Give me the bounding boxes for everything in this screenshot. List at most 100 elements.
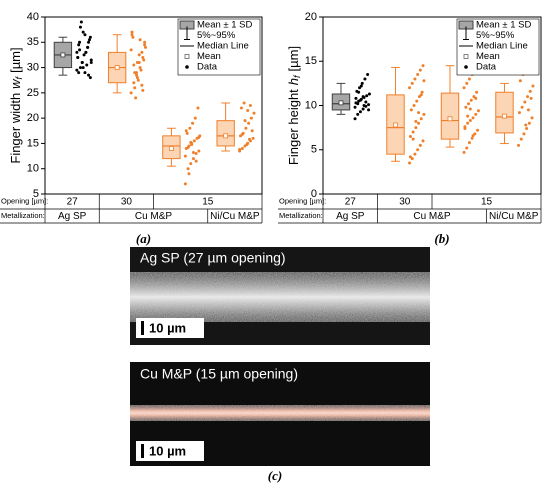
data-point [192,139,196,143]
data-point [129,91,133,95]
y-tick-label: 40 [27,11,39,23]
y-label-sub: f [14,75,24,79]
scale-bar [141,444,144,458]
data-point [79,20,83,24]
data-point [471,116,475,120]
data-point [242,101,246,105]
data-point [77,71,81,75]
data-point [522,132,526,136]
data-point [88,76,92,80]
data-point [414,126,418,130]
data-point [246,109,250,113]
data-point [526,95,530,99]
data-point [197,149,201,153]
data-point [410,81,414,85]
data-point [130,33,134,37]
legend-icon [185,65,189,69]
data-point [466,114,470,118]
category-label: Ag SP [336,211,365,222]
y-tick-label: 10 [305,99,317,111]
mean [60,52,66,58]
data-point [144,45,148,49]
y-tick-label: 5 [311,144,317,156]
category-label: 15 [481,197,493,208]
data-point [357,90,361,94]
data-point [419,117,423,121]
data-point [415,99,419,103]
box [440,92,460,140]
data-point [367,92,371,96]
data-point [133,86,137,90]
data-point [141,55,145,59]
data-point [420,90,424,94]
data-point [418,68,422,72]
caption: Ag SP (27 µm opening) [140,250,286,266]
scale-label: 10 µm [149,320,186,335]
legend-label: 5%~95% [476,30,515,41]
data-point [361,95,365,99]
data-point [526,108,530,112]
data-point [409,108,413,112]
data-point [135,76,139,80]
scale-box [136,318,204,338]
finger-ag [130,272,430,322]
data-point [140,50,144,54]
data-point [142,58,146,62]
data-point [187,172,191,176]
data-point [362,104,366,107]
data-point [188,126,192,130]
data-point [467,141,471,145]
data-point [353,117,357,121]
data-point [245,142,249,146]
box [495,91,514,134]
data-point [360,81,364,85]
data-point [143,40,147,44]
y-tick-label: 15 [305,55,317,67]
data-point [87,73,91,77]
data-point [186,167,190,171]
mean [393,122,398,128]
category-label: 27 [67,197,79,208]
row-header: Metallization: [1,211,45,220]
y-tick-label: 30 [27,61,39,73]
category-label: 30 [121,197,133,208]
data-point [143,43,147,47]
panel-label: (b) [434,231,449,246]
data-point [89,61,93,65]
legend-label: Mean ± 1 SD [476,20,532,31]
data-point [131,35,135,39]
data-point [422,112,426,116]
y-tick-label: 25 [27,87,39,99]
data-point [529,96,533,100]
data-point [358,110,362,114]
data-point [413,152,417,156]
data-point [197,135,201,139]
data-point [524,123,528,127]
data-point [87,40,91,44]
data-point [77,43,81,47]
data-point [354,96,358,100]
data-point [468,119,472,123]
category-label: 30 [399,197,411,208]
data-point [78,40,82,44]
data-point [135,61,139,65]
data-point [417,111,421,115]
data-point [366,73,370,77]
data-point [422,79,426,83]
data-point [194,152,198,156]
mean [338,100,344,106]
y-tick-label: 5 [33,188,39,200]
data-point [518,79,522,83]
category-label: Cu M&P [135,211,173,222]
data-point [196,106,200,110]
data-point [138,38,142,42]
data-point [517,143,521,147]
data-point [81,30,85,34]
legend-label: Data [197,62,218,73]
data-point [249,116,253,120]
row-header: Opening [µm]: [1,196,48,205]
data-point [419,93,423,97]
data-point [418,143,422,147]
data-point [80,61,84,65]
